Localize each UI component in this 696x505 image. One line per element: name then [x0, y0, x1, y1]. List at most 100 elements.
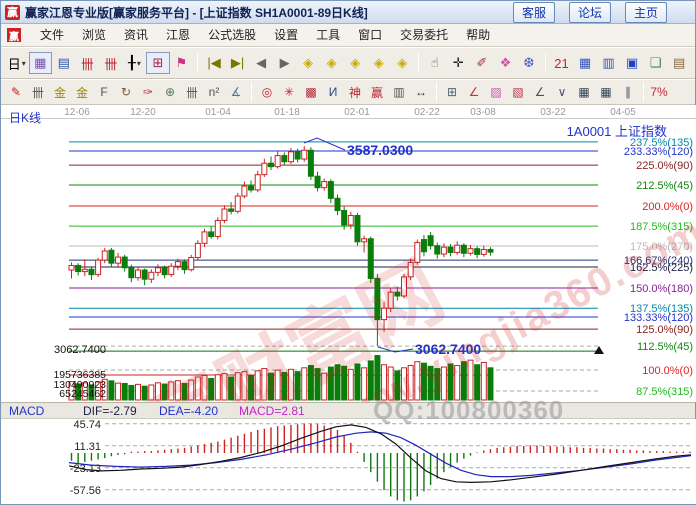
expand-h-icon[interactable]: ◈	[350, 55, 361, 70]
data-export-icon[interactable]: ❏	[649, 55, 662, 70]
pattern-window-icon[interactable]: ▦	[28, 52, 53, 74]
kline-style-dropdown[interactable]: 日 ▾	[7, 56, 26, 72]
next-bar-icon[interactable]: ▶	[279, 55, 290, 70]
macd-header-strip: MACD DIF=-2.79 DEA=-4.20 MACD=2.81	[1, 402, 695, 419]
parallel-channel-icon[interactable]: ∥	[625, 85, 631, 99]
pan-hand-icon[interactable]: ☝	[430, 55, 439, 70]
svg-text:12-20: 12-20	[130, 107, 156, 118]
gann-frame-icon[interactable]: ⊞	[146, 52, 170, 74]
compass-icon[interactable]: ∡	[230, 85, 242, 99]
menu-item-设置[interactable]: 设置	[274, 28, 299, 42]
ai-brain-icon[interactable]: ❆	[523, 55, 535, 70]
dense-grid-icon[interactable]: ▦	[578, 85, 590, 99]
n-square-icon[interactable]: n²	[208, 85, 220, 99]
menu-item-交易委托[interactable]: 交易委托	[400, 28, 449, 42]
golden-ratio-icon[interactable]: 金	[75, 85, 88, 100]
svg-text:212.5%(45): 212.5%(45)	[636, 180, 693, 192]
bars-9-icon[interactable]: 卌	[104, 56, 118, 72]
menu-item-公式选股[interactable]: 公式选股	[208, 28, 257, 42]
menu-item-工具[interactable]: 工具	[316, 28, 341, 42]
jump-left-icon[interactable]: ◈	[303, 55, 314, 70]
titlebar-buttons: 客服 论坛 主页	[512, 1, 667, 23]
expand-all-icon[interactable]: ◈	[397, 55, 408, 70]
flag-icon[interactable]: ⚑	[175, 55, 188, 70]
svg-text:02-22: 02-22	[414, 107, 440, 118]
menubar: 赢 文件 浏览 资讯 江恩 公式选股 设置 工具 窗口 交易委托 帮助	[1, 24, 695, 47]
last-page-icon[interactable]: ▶|	[230, 55, 245, 70]
volume-scale-2: 130490923	[53, 379, 106, 391]
svg-text:100.0%(0): 100.0%(0)	[642, 365, 693, 377]
angle-pointer-icon[interactable]: ✐	[476, 55, 488, 70]
menu-items: 文件 浏览 资讯 江恩 公式选股 设置 工具 窗口 交易委托 帮助	[31, 26, 499, 44]
svg-text:03-08: 03-08	[470, 107, 496, 118]
macd-pane[interactable]: 45.74 11.31 -23.13 -57.56	[1, 419, 696, 504]
candle-type-dropdown[interactable]: ╂ ▾	[128, 55, 141, 70]
print-icon[interactable]: ▤	[672, 55, 686, 70]
spider-web-icon[interactable]: ▩	[305, 85, 317, 99]
calculator-icon[interactable]: ▦	[578, 55, 592, 70]
fib-f-icon[interactable]: F	[100, 85, 108, 99]
first-page-icon[interactable]: |◀	[207, 55, 221, 70]
magic-tool-icon[interactable]: ❖	[499, 55, 512, 70]
svg-text:04-05: 04-05	[610, 107, 636, 118]
jump-right-icon[interactable]: ◈	[326, 55, 337, 70]
gann-ruler-icon[interactable]: 卌	[31, 85, 44, 100]
menu-item-文件[interactable]: 文件	[40, 28, 65, 42]
menu-item-资讯[interactable]: 资讯	[124, 28, 149, 42]
gann-target-icon[interactable]: ◎	[261, 85, 273, 99]
svg-text:166.67%(240): 166.67%(240)	[624, 255, 693, 267]
spiral-icon[interactable]: ↻	[120, 85, 132, 99]
homepage-button[interactable]: 主页	[624, 1, 667, 23]
time-ruler-icon[interactable]: 卌	[185, 85, 198, 100]
grid-arrow-icon[interactable]: ▦	[600, 85, 612, 99]
order-note-icon[interactable]: ▥	[602, 55, 615, 70]
draw-pen-icon[interactable]: ✎	[10, 85, 22, 99]
svg-text:02-01: 02-01	[344, 107, 370, 118]
cycle-circle-icon[interactable]: ⊕	[164, 85, 176, 99]
app-logo-icon: 赢	[5, 4, 20, 20]
svg-text:-57.56: -57.56	[70, 485, 101, 497]
gann-grid-box-icon[interactable]: ▧	[512, 85, 524, 99]
svg-text:12-06: 12-06	[64, 107, 90, 118]
fan-lines-icon[interactable]: ∠	[468, 85, 480, 99]
menu-item-江恩[interactable]: 江恩	[166, 28, 191, 42]
svg-text:162.5%(225): 162.5%(225)	[630, 262, 693, 274]
ying-tool-icon[interactable]: 赢	[370, 85, 383, 100]
svg-text:150.0%(180): 150.0%(180)	[630, 283, 693, 295]
golden-section-icon[interactable]: 金	[53, 85, 66, 100]
titlebar: 赢 赢家江恩专业版[赢家服务平台] - [上证指数 SH1A0001-89日K线…	[1, 1, 695, 24]
svg-text:137.5%(135): 137.5%(135)	[630, 303, 693, 315]
gann-wheel-icon[interactable]: ✳	[283, 85, 295, 99]
memo-icon[interactable]: ▤	[57, 55, 70, 70]
svg-text:175.0%(270): 175.0%(270)	[630, 241, 693, 253]
prev-bar-icon[interactable]: ◀	[256, 55, 267, 70]
wave-tool-icon[interactable]: И	[328, 85, 338, 99]
measure-pen-icon[interactable]: ✑	[142, 85, 154, 99]
customer-service-button[interactable]: 客服	[512, 1, 555, 23]
expand-v-icon[interactable]: ◈	[373, 55, 384, 70]
gann-fan-box-icon[interactable]: ▨	[490, 85, 502, 99]
crosshair-icon[interactable]: ✛	[452, 55, 464, 70]
bars-3-icon[interactable]: 卌	[80, 56, 94, 72]
percent-retrace-icon[interactable]: 7%	[650, 85, 668, 99]
shen-tool-icon[interactable]: 神	[348, 85, 361, 100]
menu-item-浏览[interactable]: 浏览	[82, 28, 107, 42]
width-measure-icon[interactable]: ↔	[415, 85, 427, 99]
count-grid-icon[interactable]: ▥	[393, 85, 405, 99]
menu-item-窗口[interactable]: 窗口	[358, 28, 383, 42]
price-box-icon[interactable]: ⊞	[446, 85, 458, 99]
menu-item-帮助[interactable]: 帮助	[466, 28, 491, 42]
dropdown-caret-icon: ▾	[21, 58, 26, 68]
toolbar-separator	[544, 53, 546, 73]
svg-text:01-04: 01-04	[205, 107, 231, 118]
main-chart-pane[interactable]: 12-06 12-20 01-04 01-18 02-01 02-22 03-08 03-22…	[1, 105, 696, 402]
save-icon[interactable]: ▣	[625, 55, 639, 70]
volume-scale-1: 195736385	[53, 369, 106, 381]
trend-angle-icon[interactable]: ∠	[534, 85, 546, 99]
v-wave-icon[interactable]: ∨	[557, 85, 567, 99]
toolbar-separator	[418, 53, 420, 73]
forum-button[interactable]: 论坛	[568, 1, 611, 23]
period-label: 日K线	[9, 111, 42, 125]
calendar-icon[interactable]: 21	[554, 55, 569, 71]
